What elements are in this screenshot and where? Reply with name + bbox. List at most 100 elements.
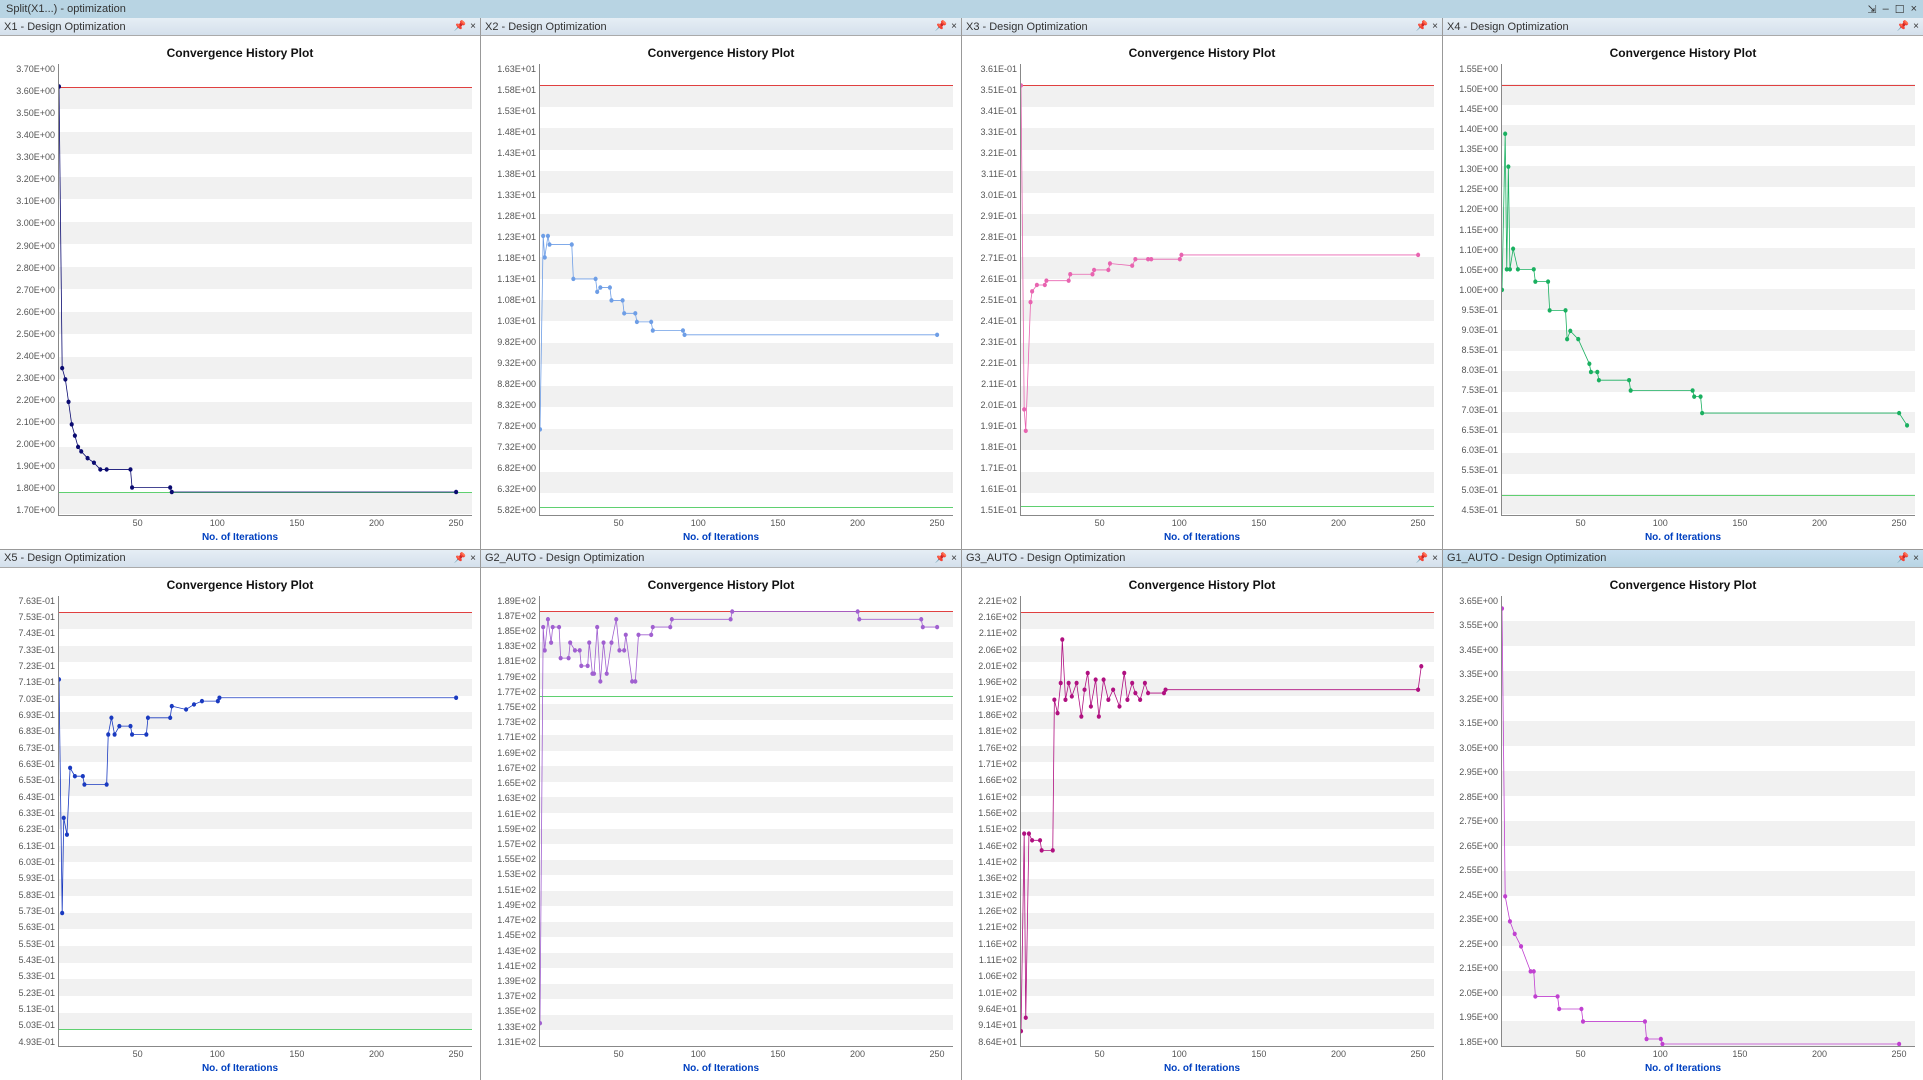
x-tick-label: 100 bbox=[210, 518, 225, 528]
y-tick-label: 1.76E+02 bbox=[970, 743, 1017, 753]
plot-area[interactable] bbox=[1020, 596, 1434, 1048]
y-tick-label: 2.65E+00 bbox=[1451, 841, 1498, 851]
close-icon[interactable]: × bbox=[1432, 21, 1438, 32]
y-tick-label: 1.87E+02 bbox=[489, 611, 536, 621]
plot-area[interactable] bbox=[1501, 64, 1915, 516]
x-tick-label: 50 bbox=[1095, 1049, 1105, 1059]
y-tick-label: 2.20E+00 bbox=[8, 395, 55, 405]
panel-header[interactable]: X1 - Design Optimization📌× bbox=[0, 18, 480, 36]
pin-icon[interactable]: 📌 bbox=[454, 553, 466, 564]
x-tick-label: 150 bbox=[289, 518, 304, 528]
panel-header[interactable]: G1_AUTO - Design Optimization📌× bbox=[1443, 550, 1923, 568]
x-axis-title: No. of Iterations bbox=[970, 532, 1434, 543]
panel-header[interactable]: X2 - Design Optimization📌× bbox=[481, 18, 961, 36]
y-tick-label: 5.82E+00 bbox=[489, 505, 536, 515]
close-icon[interactable]: × bbox=[1911, 3, 1917, 15]
y-tick-label: 1.46E+02 bbox=[970, 841, 1017, 851]
plot-area[interactable] bbox=[58, 596, 472, 1048]
pin-icon[interactable]: 📌 bbox=[935, 553, 947, 564]
y-tick-label: 2.60E+00 bbox=[8, 307, 55, 317]
series-line bbox=[540, 64, 953, 515]
pin-icon[interactable]: 📌 bbox=[1416, 21, 1428, 32]
y-tick-label: 1.53E+02 bbox=[489, 869, 536, 879]
y-tick-label: 7.23E-01 bbox=[8, 661, 55, 671]
pin-icon[interactable]: 📌 bbox=[935, 21, 947, 32]
plot-area[interactable] bbox=[539, 64, 953, 516]
x-axis-labels: 50100150200250 bbox=[1020, 516, 1434, 530]
close-icon[interactable]: × bbox=[951, 21, 957, 32]
y-tick-label: 8.53E-01 bbox=[1451, 345, 1498, 355]
y-tick-label: 1.51E+02 bbox=[489, 885, 536, 895]
plot-area[interactable] bbox=[58, 64, 472, 516]
minimize-icon[interactable]: – bbox=[1883, 3, 1889, 15]
series-line bbox=[1021, 64, 1434, 515]
chart-title: Convergence History Plot bbox=[970, 578, 1434, 592]
close-icon[interactable]: × bbox=[1913, 21, 1919, 32]
y-tick-label: 1.20E+00 bbox=[1451, 204, 1498, 214]
y-tick-label: 2.11E-01 bbox=[970, 379, 1017, 389]
y-tick-label: 2.21E-01 bbox=[970, 358, 1017, 368]
x-tick-label: 200 bbox=[1331, 1049, 1346, 1059]
y-axis-labels: 7.63E-017.53E-017.43E-017.33E-017.23E-01… bbox=[8, 596, 58, 1048]
y-tick-label: 1.55E+02 bbox=[489, 854, 536, 864]
close-icon[interactable]: × bbox=[470, 21, 476, 32]
x-tick-label: 200 bbox=[369, 518, 384, 528]
y-tick-label: 2.70E+00 bbox=[8, 285, 55, 295]
y-tick-label: 2.01E-01 bbox=[970, 400, 1017, 410]
close-icon[interactable]: × bbox=[1432, 553, 1438, 564]
x-tick-label: 50 bbox=[133, 518, 143, 528]
y-axis-labels: 2.21E+022.16E+022.11E+022.06E+022.01E+02… bbox=[970, 596, 1020, 1048]
y-tick-label: 1.70E+00 bbox=[8, 505, 55, 515]
y-tick-label: 1.89E+02 bbox=[489, 596, 536, 606]
y-tick-label: 7.53E-01 bbox=[8, 612, 55, 622]
y-tick-label: 2.55E+00 bbox=[1451, 865, 1498, 875]
x-tick-label: 150 bbox=[1251, 1049, 1266, 1059]
x-axis-title: No. of Iterations bbox=[489, 1063, 953, 1074]
y-tick-label: 3.41E-01 bbox=[970, 106, 1017, 116]
chart: Convergence History Plot1.55E+001.50E+00… bbox=[1443, 36, 1923, 549]
y-tick-label: 3.10E+00 bbox=[8, 196, 55, 206]
x-tick-label: 100 bbox=[1653, 518, 1668, 528]
y-axis-labels: 3.61E-013.51E-013.41E-013.31E-013.21E-01… bbox=[970, 64, 1020, 516]
pin-icon[interactable]: ⇲ bbox=[1867, 3, 1876, 16]
y-tick-label: 1.43E+01 bbox=[489, 148, 536, 158]
x-tick-label: 150 bbox=[1251, 518, 1266, 528]
panel-header[interactable]: G2_AUTO - Design Optimization📌× bbox=[481, 550, 961, 568]
y-tick-label: 2.50E+00 bbox=[8, 329, 55, 339]
x-tick-label: 250 bbox=[930, 518, 945, 528]
window-title: Split(X1...) - optimization bbox=[6, 3, 126, 15]
panel-header[interactable]: X3 - Design Optimization📌× bbox=[962, 18, 1442, 36]
plot-area[interactable] bbox=[539, 596, 953, 1048]
chart-title: Convergence History Plot bbox=[489, 46, 953, 60]
x-axis-title: No. of Iterations bbox=[8, 1063, 472, 1074]
close-icon[interactable]: × bbox=[470, 553, 476, 564]
pin-icon[interactable]: 📌 bbox=[454, 21, 466, 32]
pin-icon[interactable]: 📌 bbox=[1897, 21, 1909, 32]
y-tick-label: 5.63E-01 bbox=[8, 922, 55, 932]
y-tick-label: 2.31E-01 bbox=[970, 337, 1017, 347]
y-tick-label: 1.37E+02 bbox=[489, 991, 536, 1001]
y-tick-label: 5.03E-01 bbox=[1451, 485, 1498, 495]
series-line bbox=[1502, 596, 1915, 1047]
maximize-icon[interactable]: ☐ bbox=[1895, 3, 1905, 16]
y-tick-label: 8.03E-01 bbox=[1451, 365, 1498, 375]
y-tick-label: 2.95E+00 bbox=[1451, 767, 1498, 777]
panel-header[interactable]: G3_AUTO - Design Optimization📌× bbox=[962, 550, 1442, 568]
pin-icon[interactable]: 📌 bbox=[1897, 553, 1909, 564]
y-tick-label: 2.01E+02 bbox=[970, 661, 1017, 671]
plot-area[interactable] bbox=[1501, 596, 1915, 1048]
pin-icon[interactable]: 📌 bbox=[1416, 553, 1428, 564]
panel-header[interactable]: X4 - Design Optimization📌× bbox=[1443, 18, 1923, 36]
y-tick-label: 4.53E-01 bbox=[1451, 505, 1498, 515]
x-tick-label: 250 bbox=[1892, 1049, 1907, 1059]
close-icon[interactable]: × bbox=[1913, 553, 1919, 564]
plot-area[interactable] bbox=[1020, 64, 1434, 516]
panel-header[interactable]: X5 - Design Optimization📌× bbox=[0, 550, 480, 568]
close-icon[interactable]: × bbox=[951, 553, 957, 564]
y-tick-label: 5.53E-01 bbox=[8, 939, 55, 949]
y-tick-label: 2.21E+02 bbox=[970, 596, 1017, 606]
chart: Convergence History Plot3.70E+003.60E+00… bbox=[0, 36, 480, 549]
chart: Convergence History Plot3.65E+003.55E+00… bbox=[1443, 568, 1923, 1080]
y-tick-label: 2.75E+00 bbox=[1451, 816, 1498, 826]
x-tick-label: 250 bbox=[449, 518, 464, 528]
